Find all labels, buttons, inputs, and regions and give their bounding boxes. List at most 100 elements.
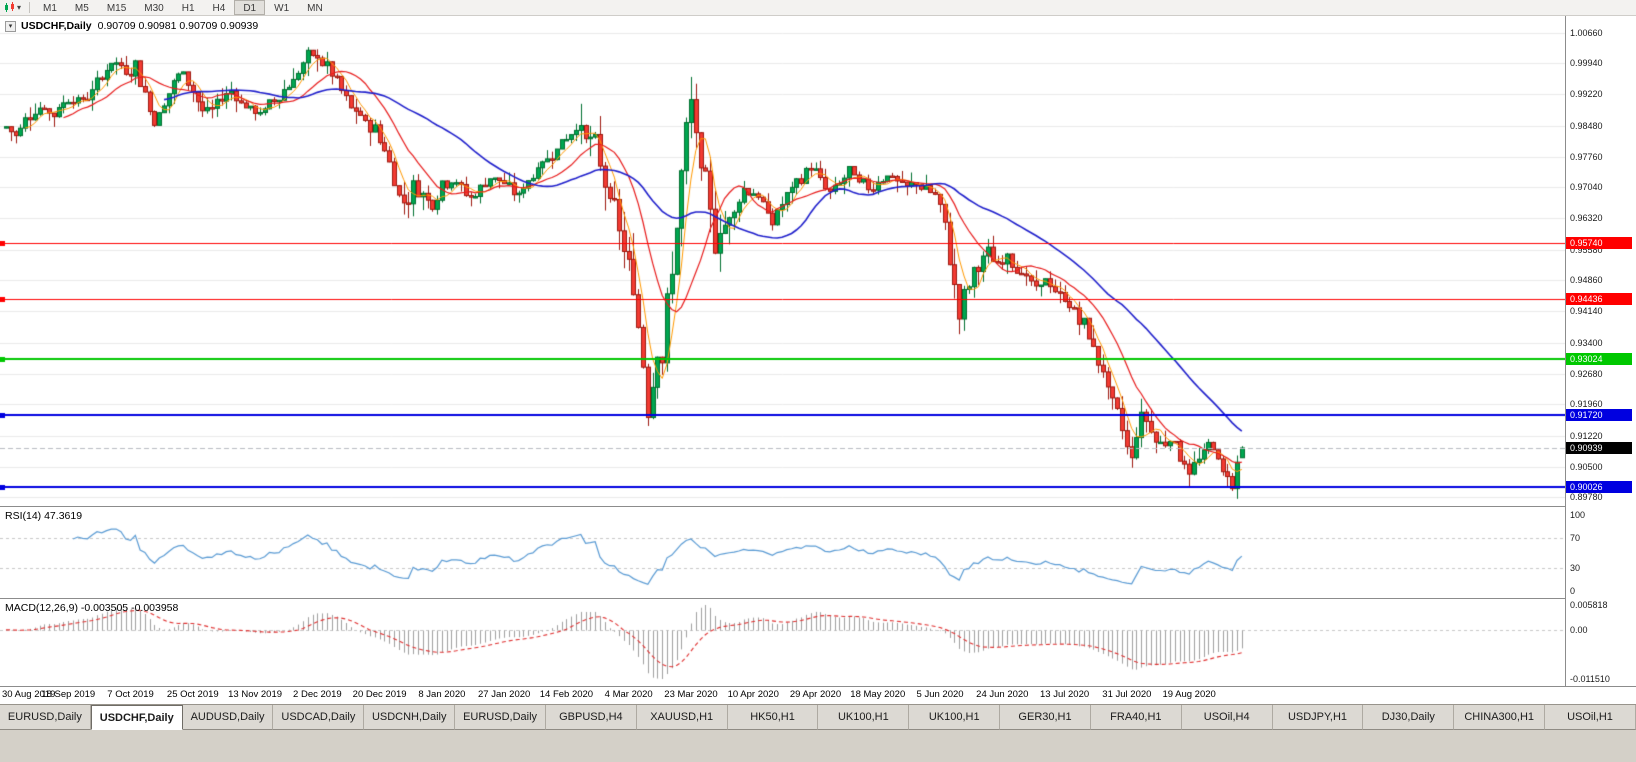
collapse-arrow-icon[interactable]: ▾ xyxy=(5,20,16,32)
price-tick-label: 0.89780 xyxy=(1570,492,1603,503)
chart-title-row: ▾ USDCHF,Daily 0.90709 0.90981 0.90709 0… xyxy=(5,20,258,32)
price-tick-label: 0.99940 xyxy=(1570,58,1603,69)
price-tick-label: 0.97040 xyxy=(1570,182,1603,193)
time-axis-label: 13 Jul 2020 xyxy=(1040,689,1090,700)
time-axis-label: 18 Sep 2019 xyxy=(41,689,96,700)
time-axis-label: 5 Jun 2020 xyxy=(916,689,964,700)
chart-tab-usoil-h1[interactable]: USOil,H1 xyxy=(1545,705,1636,730)
time-axis-label: 23 Mar 2020 xyxy=(664,689,718,700)
time-axis-label: 4 Mar 2020 xyxy=(604,689,653,700)
chart-tab-usdchf-daily[interactable]: USDCHF,Daily xyxy=(90,705,183,730)
price-line-badge: 0.95740 xyxy=(1566,236,1632,249)
time-axis-label: 20 Dec 2019 xyxy=(352,689,407,700)
chart-tab-uk100-h1[interactable]: UK100,H1 xyxy=(818,705,910,730)
chart-ohlc-values: 0.90709 0.90981 0.90709 0.90939 xyxy=(97,20,259,32)
price-tick-label: 0.94860 xyxy=(1570,275,1603,286)
chart-tab-fra40-h1[interactable]: FRA40,H1 xyxy=(1090,705,1182,730)
price-line-badge: 0.91720 xyxy=(1566,408,1632,421)
time-axis[interactable]: 30 Aug 2019 18 Sep 2019 7 Oct 2019 25 Oct 2… xyxy=(0,687,1636,704)
chart-title: USDCHF,Daily xyxy=(21,20,92,32)
timeframe-button-m15[interactable]: M15 xyxy=(106,3,127,14)
price-line-badge: 0.94436 xyxy=(1566,292,1632,305)
chart-tab-audusd-daily[interactable]: AUDUSD,Daily xyxy=(182,705,274,730)
price-tick-label: 0.92680 xyxy=(1570,368,1603,379)
price-tick-label: 0.91960 xyxy=(1570,399,1603,410)
price-tick-label: 0.97760 xyxy=(1570,151,1603,162)
axis-separator xyxy=(1565,16,1566,686)
price-tick-label: 0.95580 xyxy=(1570,244,1603,255)
chart-tab-usoil-h4[interactable]: USOil,H4 xyxy=(1181,705,1273,730)
price-tick-label: 0.98480 xyxy=(1570,120,1603,131)
timeframe-button-m5[interactable]: M5 xyxy=(74,3,89,14)
price-tick-label: 0.94140 xyxy=(1570,306,1603,317)
chart-tab-china300-h1[interactable]: CHINA300,H1 xyxy=(1454,705,1546,730)
timeframe-button-h4[interactable]: H4 xyxy=(212,3,226,14)
chart-tab-eurusd-daily[interactable]: EURUSD,Daily xyxy=(0,705,91,730)
time-axis-label: 7 Oct 2019 xyxy=(107,689,154,700)
rsi-scale-label: 70 xyxy=(1570,532,1581,543)
timeframe-button-d1[interactable]: D1 xyxy=(234,0,266,15)
chart-tab-usdcnh-daily[interactable]: USDCNH,Daily xyxy=(364,705,456,730)
chart-tab-uk100-h1[interactable]: UK100,H1 xyxy=(909,705,1001,730)
price-tick-label: 0.96320 xyxy=(1570,213,1603,224)
rsi-scale-label: 30 xyxy=(1570,563,1581,574)
chart-type-button[interactable]: ▾ xyxy=(0,0,25,16)
timeframe-button-mn[interactable]: MN xyxy=(307,3,323,14)
chart-tab-eurusd-daily[interactable]: EURUSD,Daily xyxy=(455,705,546,730)
chart-tab-gbpusd-h4[interactable]: GBPUSD,H4 xyxy=(545,705,637,730)
macd-indicator-label: MACD(12,26,9) -0.003505 -0.003958 xyxy=(5,602,179,614)
chart-tabs: EURUSD,Daily USDCHF,Daily AUDUSD,Daily USDC… xyxy=(0,705,1636,730)
time-axis-label: 27 Jan 2020 xyxy=(478,689,531,700)
time-axis-label: 24 Jun 2020 xyxy=(976,689,1029,700)
timeframe-button-m1[interactable]: M1 xyxy=(43,3,57,14)
price-line-badge: 0.93024 xyxy=(1566,352,1632,365)
time-axis-label: 19 Aug 2020 xyxy=(1162,689,1216,700)
candlestick-chart-icon xyxy=(5,2,14,12)
time-axis-label: 10 Apr 2020 xyxy=(727,689,779,700)
chart-tab-bar: EURUSD,Daily USDCHF,Daily AUDUSD,Daily USDC… xyxy=(0,704,1636,762)
time-axis-label: 8 Jan 2020 xyxy=(418,689,466,700)
rsi-scale-label: 100 xyxy=(1570,510,1586,520)
macd-scale-label: 0.005818 xyxy=(1570,600,1608,610)
current-price-badge: 0.90939 xyxy=(1566,441,1632,454)
price-tick-label: 0.93400 xyxy=(1570,337,1603,348)
time-axis-label: 30 Aug 2019 xyxy=(2,689,56,700)
panel-divider[interactable] xyxy=(0,506,1636,507)
price-tick-label: 0.99220 xyxy=(1570,89,1603,100)
time-axis-label: 2 Dec 2019 xyxy=(293,689,342,700)
chart-tab-dj30-daily[interactable]: DJ30,Daily xyxy=(1363,705,1455,730)
macd-panel-canvas[interactable] xyxy=(0,599,1565,686)
macd-scale-label: 0.00 xyxy=(1570,624,1588,635)
time-axis-label: 14 Feb 2020 xyxy=(539,689,594,700)
chart-tab-ger30-h1[interactable]: GER30,H1 xyxy=(1000,705,1091,730)
macd-scale-label: -0.011510 xyxy=(1570,674,1610,684)
time-axis-label: 13 Nov 2019 xyxy=(228,689,283,700)
chart-tab-xauusd-h1[interactable]: XAUUSD,H1 xyxy=(636,705,728,730)
toolbar-separator xyxy=(29,2,31,13)
rsi-indicator-label: RSI(14) 47.3619 xyxy=(5,510,83,522)
rsi-scale-label: 0 xyxy=(1570,586,1576,596)
timeframe-button-m30[interactable]: M30 xyxy=(144,3,164,14)
time-axis-label: 31 Jul 2020 xyxy=(1102,689,1152,700)
rsi-panel-canvas[interactable] xyxy=(0,507,1565,598)
timeframe-button-h1[interactable]: H1 xyxy=(181,3,195,14)
time-axis-label: 18 May 2020 xyxy=(850,689,906,700)
chart-tab-hk50-h1[interactable]: HK50,H1 xyxy=(727,705,819,730)
chart-tab-usdjpy-h1[interactable]: USDJPY,H1 xyxy=(1272,705,1364,730)
timeframe-button-w1[interactable]: W1 xyxy=(274,3,290,14)
price-tick-label: 1.00660 xyxy=(1570,27,1603,38)
dropdown-arrow-icon: ▾ xyxy=(17,3,22,12)
price-axis[interactable]: 1.00660 0.99940 0.99220 0.98480 0.97760 0.970… xyxy=(1566,16,1636,686)
chart-tab-usdcad-daily[interactable]: USDCAD,Daily xyxy=(273,705,365,730)
timeframe-buttons-group: M1 M5 M15 M30 H1 H4 D1 W1 MN xyxy=(34,0,332,15)
panel-divider[interactable] xyxy=(0,598,1636,599)
time-axis-label: 25 Oct 2019 xyxy=(166,689,219,700)
price-line-badge: 0.90026 xyxy=(1566,480,1632,493)
price-chart-canvas[interactable] xyxy=(0,16,1565,506)
time-axis-label: 29 Apr 2020 xyxy=(789,689,842,700)
timeframe-toolbar: ▾ M1 M5 M15 M30 H1 H4 D1 W1 MN xyxy=(0,0,1636,16)
panel-divider xyxy=(0,686,1636,687)
price-tick-label: 0.90500 xyxy=(1570,461,1603,472)
price-tick-label: 0.91220 xyxy=(1570,430,1603,441)
